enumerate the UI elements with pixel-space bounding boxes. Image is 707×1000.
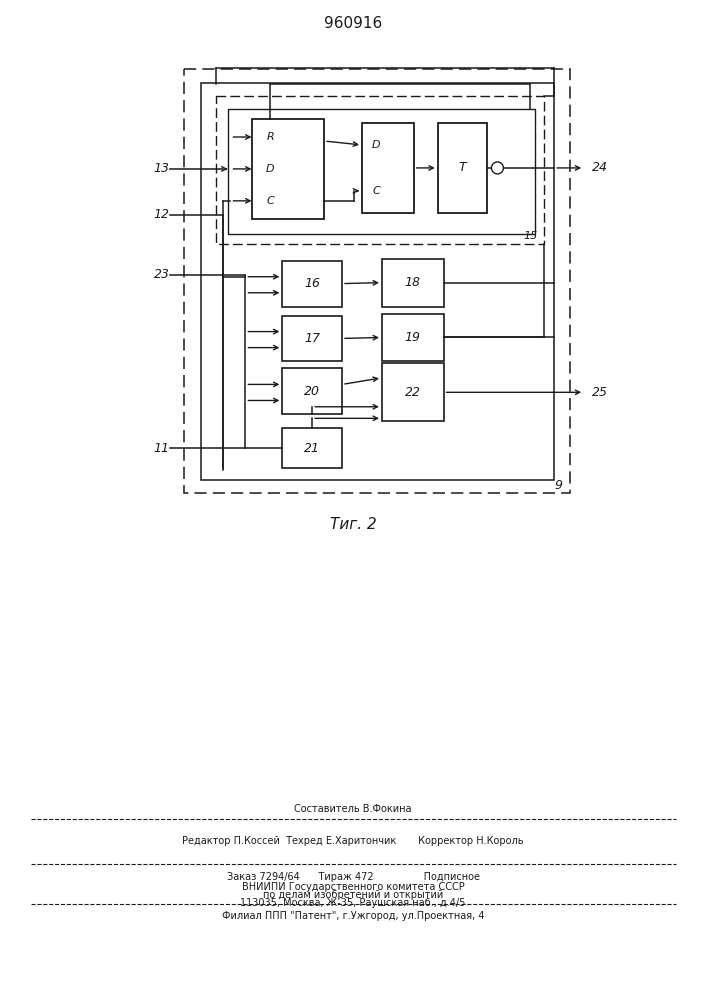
- Text: 12: 12: [153, 208, 170, 221]
- Text: 17: 17: [304, 332, 320, 345]
- Bar: [184, 69, 570, 493]
- Bar: [252, 119, 324, 219]
- Bar: [282, 316, 342, 361]
- Bar: [282, 261, 342, 307]
- Text: 9: 9: [554, 479, 562, 492]
- Text: 19: 19: [405, 331, 421, 344]
- Text: R: R: [267, 132, 274, 142]
- Text: 20: 20: [304, 385, 320, 398]
- Text: T: T: [459, 161, 467, 174]
- Circle shape: [491, 162, 503, 174]
- Text: 18: 18: [405, 276, 421, 289]
- Text: Τиг. 2: Τиг. 2: [329, 517, 376, 532]
- Bar: [362, 123, 414, 213]
- Text: D: D: [372, 140, 380, 150]
- Bar: [282, 428, 342, 468]
- Bar: [438, 123, 487, 213]
- Text: 13: 13: [153, 162, 170, 175]
- Bar: [201, 83, 554, 480]
- Text: Редактор П.Коссей  Техред Е.Харитончик       Корректор Н.Король: Редактор П.Коссей Техред Е.Харитончик Ко…: [182, 836, 524, 846]
- Text: 22: 22: [405, 386, 421, 399]
- Text: по делам изобретений и открытий: по делам изобретений и открытий: [263, 890, 443, 900]
- Bar: [216, 96, 544, 244]
- Bar: [382, 314, 444, 361]
- Text: ВНИИПИ Государственного комитета СССР: ВНИИПИ Государственного комитета СССР: [242, 882, 464, 892]
- Text: 960916: 960916: [324, 16, 382, 31]
- Text: C: C: [267, 196, 274, 206]
- Text: 21: 21: [304, 442, 320, 455]
- Text: 113035, Москва, Ж-35, Раушская наб., д.4/5: 113035, Москва, Ж-35, Раушская наб., д.4…: [240, 898, 466, 908]
- Text: 15: 15: [523, 231, 537, 241]
- Bar: [228, 109, 535, 234]
- Text: 16: 16: [304, 277, 320, 290]
- Text: Филиал ППП "Патент", г.Ужгород, ул.Проектная, 4: Филиал ППП "Патент", г.Ужгород, ул.Проек…: [222, 911, 484, 921]
- Text: C: C: [372, 186, 380, 196]
- Bar: [382, 363, 444, 421]
- Text: 23: 23: [153, 268, 170, 281]
- Text: 11: 11: [153, 442, 170, 455]
- Text: 24: 24: [592, 161, 608, 174]
- Text: 25: 25: [592, 386, 608, 399]
- Bar: [382, 259, 444, 307]
- Text: Составитель В.Фокина: Составитель В.Фокина: [294, 804, 411, 814]
- Bar: [282, 368, 342, 414]
- Text: Заказ 7294/64      Тираж 472                Подписное: Заказ 7294/64 Тираж 472 Подписное: [226, 872, 479, 882]
- Text: D: D: [266, 164, 274, 174]
